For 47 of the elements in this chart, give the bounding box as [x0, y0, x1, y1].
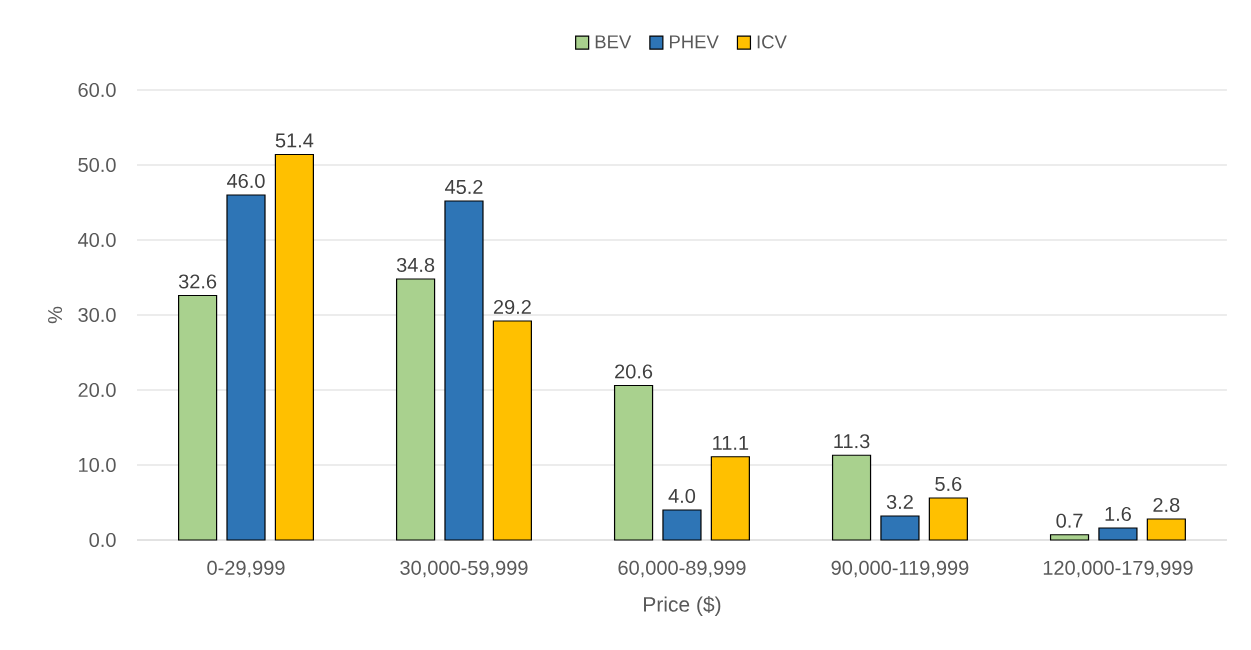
y-axis-title: % — [48, 306, 63, 324]
bar — [274, 153, 314, 541]
bar — [928, 497, 968, 541]
y-tick-label: 40.0 — [78, 232, 116, 248]
y-tick-label: 60.0 — [78, 82, 116, 98]
x-tick-label: 90,000-119,999 — [831, 560, 969, 578]
bar — [492, 320, 532, 541]
data-label: 4.0 — [668, 488, 696, 504]
data-label: 46.0 — [226, 173, 265, 189]
data-label: 11.3 — [834, 434, 870, 449]
bar — [831, 454, 872, 541]
bar — [226, 194, 266, 541]
data-label: 0.7 — [1056, 513, 1083, 528]
x-tick-label: 120,000-179,999 — [1043, 560, 1193, 578]
bar — [1146, 518, 1186, 541]
data-label: 3.2 — [886, 494, 913, 510]
data-label: 20.6 — [615, 364, 653, 379]
y-tick-label: 20.0 — [78, 382, 116, 398]
x-tick-label: 0-29,999 — [207, 560, 285, 578]
bar — [880, 515, 920, 541]
bar — [613, 384, 654, 541]
bar — [444, 200, 484, 541]
y-tick-label: 10.0 — [79, 457, 116, 473]
bar — [1049, 534, 1090, 541]
legend-label: PHEV — [669, 35, 719, 49]
data-label: 1.6 — [1105, 506, 1131, 522]
x-axis-title: Price ($) — [644, 596, 721, 616]
legend-label: BEV — [595, 35, 632, 49]
data-label: 5.6 — [935, 476, 962, 492]
x-tick-label: 30,000-59,999 — [400, 560, 528, 578]
data-label: 34.8 — [396, 257, 435, 273]
bar — [662, 509, 702, 541]
bar — [1098, 527, 1138, 541]
bar — [710, 456, 750, 541]
bar — [178, 294, 218, 541]
legend-label: ICV — [757, 35, 787, 49]
data-label: 45.2 — [444, 179, 483, 195]
y-tick-label: 30.0 — [78, 307, 116, 323]
data-label: 32.6 — [178, 274, 217, 289]
data-label: 29.2 — [493, 299, 531, 315]
data-label: 2.8 — [1153, 497, 1180, 513]
bar — [395, 278, 436, 541]
y-tick-label: 0.0 — [89, 532, 116, 548]
data-label: 51.4 — [275, 133, 314, 148]
y-tick-label: 50.0 — [78, 157, 116, 173]
data-label: 11.1 — [713, 436, 749, 450]
x-tick-label: 60,000-89,999 — [618, 560, 746, 578]
